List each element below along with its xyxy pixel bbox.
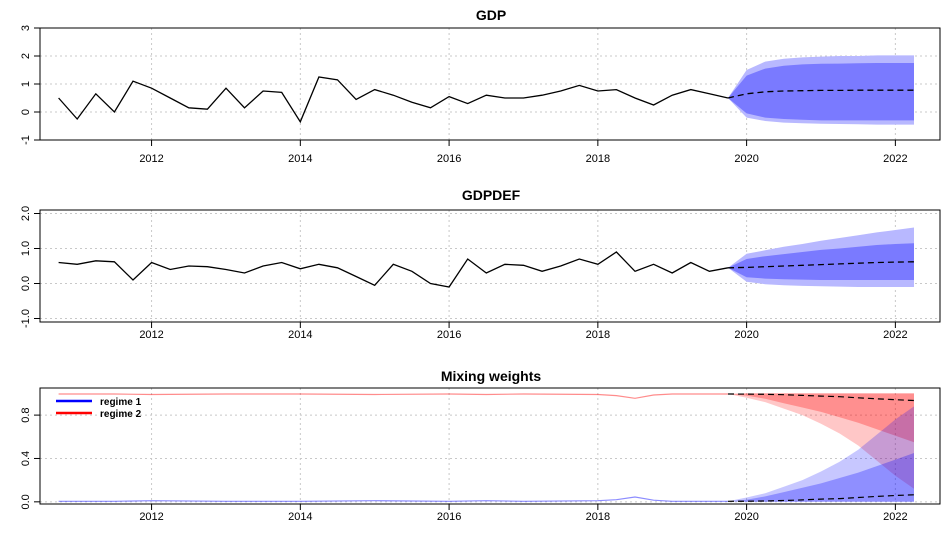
regime-2-inner-band (728, 393, 914, 443)
gdp-x-axis: 2012 2014 2016 2018 2020 2022 (139, 140, 908, 165)
gdp-panel: GDP -1 0 1 2 3 2012 2014 2016 2018 2020 2022 (20, 7, 941, 165)
y-tick-label: 3 (20, 25, 32, 31)
regime-2-history-line (58, 393, 728, 399)
forecast-mean-line (727, 89, 914, 99)
gdpdef-x-axis: 2012 2014 2016 2018 2020 2022 (139, 322, 908, 341)
history-line (58, 76, 729, 124)
legend-label-regime-2: regime 2 (100, 409, 142, 420)
gdpdef-plot-frame (39, 209, 941, 323)
x-tick-label: 2022 (883, 153, 907, 165)
regime-1-forecast-mean-line (727, 494, 915, 502)
legend-label-regime-1: regime 1 (100, 397, 142, 408)
forecast-inner-band (728, 63, 914, 121)
gdp-y-axis: -1 0 1 2 3 (20, 25, 40, 145)
mixing-weights-title: Mixing weights (441, 368, 542, 384)
x-tick-label: 2018 (586, 511, 610, 523)
x-tick-label: 2014 (288, 329, 312, 341)
gdpdef-y-axis: -1.0 0.0 1.0 2.0 (20, 206, 40, 328)
mixing-weights-x-axis: 2012 2014 2016 2018 2020 2022 (139, 504, 908, 523)
x-tick-label: 2014 (288, 511, 312, 523)
mixing-weights-forecast-bands (728, 393, 914, 502)
y-tick-label: 0.0 (20, 494, 32, 509)
mixing-weights-grid (40, 388, 940, 504)
y-tick-label: 0.8 (20, 407, 32, 422)
x-tick-label: 2016 (437, 153, 461, 165)
mixing-weights-y-axis: 0.0 0.4 0.8 (20, 407, 40, 509)
gdp-lines (58, 76, 914, 124)
regime-2-outer-band (728, 393, 914, 489)
x-tick-label: 2022 (883, 511, 907, 523)
y-tick-label: 2 (20, 53, 32, 59)
x-tick-label: 2020 (734, 153, 758, 165)
y-tick-label: 2.0 (20, 206, 32, 221)
x-tick-label: 2020 (734, 511, 758, 523)
x-tick-label: 2018 (586, 153, 610, 165)
y-tick-label: 0.0 (20, 276, 32, 291)
gdpdef-title: GDPDEF (462, 187, 521, 203)
x-tick-label: 2012 (139, 511, 163, 523)
y-tick-label: 1.0 (20, 241, 32, 256)
regime-2-forecast-mean-line (727, 393, 915, 402)
x-tick-label: 2012 (139, 329, 163, 341)
forecast-inner-band (728, 243, 914, 280)
x-tick-label: 2016 (437, 329, 461, 341)
gdpdef-forecast-bands (728, 227, 914, 287)
x-tick-label: 2012 (139, 153, 163, 165)
x-tick-label: 2022 (883, 329, 907, 341)
mixing-weights-panel: Mixing weights 0.00.40.8 2012 2014 2016 201… (20, 368, 941, 523)
y-tick-label: 1 (20, 81, 32, 87)
y-tick-label: 0.4 (20, 451, 32, 466)
x-tick-label: 2016 (437, 511, 461, 523)
x-tick-label: 2020 (734, 329, 758, 341)
history-line (58, 251, 729, 288)
x-tick-label: 2018 (586, 329, 610, 341)
x-tick-label: 2014 (288, 153, 312, 165)
y-tick-label: 0 (20, 109, 32, 115)
gdpdef-panel: GDPDEF -1.0 0.0 1.0 2.0 2012 2014 2016 2018 202… (20, 187, 941, 341)
forecast-mean-line (727, 261, 915, 269)
regime-1-inner-band (728, 453, 914, 502)
regime-1-history-line (58, 496, 728, 502)
gdp-title: GDP (476, 7, 506, 23)
legend: regime 1 regime 2 (56, 397, 142, 420)
mixing-weights-plot-frame (39, 387, 941, 505)
mixing-weights-lines (58, 393, 915, 502)
regime-1-outer-band (728, 406, 914, 502)
gdpdef-lines (58, 251, 915, 288)
y-tick-label: -1.0 (20, 309, 32, 328)
y-tick-label: -1 (20, 135, 32, 145)
